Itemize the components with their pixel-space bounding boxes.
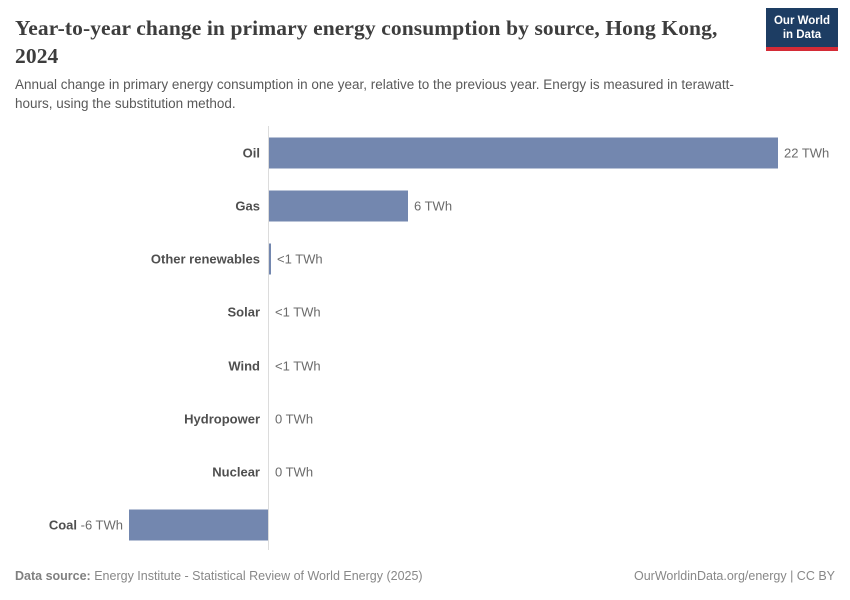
zero-axis-line <box>268 126 269 550</box>
data-source-label: Data source: <box>15 569 91 583</box>
license-credit: OurWorldinData.org/energy | CC BY <box>633 569 835 583</box>
category-label: Coal <box>48 517 77 533</box>
data-source-text: Energy Institute - Statistical Review of… <box>90 569 423 583</box>
bar <box>269 190 408 222</box>
owid-logo: Our World in Data <box>766 8 838 51</box>
category-label: Gas <box>235 198 260 214</box>
chart-footer: Data source: Energy Institute - Statisti… <box>15 569 835 583</box>
value-label: <1 TWh <box>275 358 321 374</box>
category-label: Solar <box>227 304 260 320</box>
chart-row: Nuclear 0 TWh <box>15 446 835 499</box>
value-label: 22 TWh <box>784 145 830 161</box>
category-label: Wind <box>228 358 260 374</box>
bar <box>129 509 268 541</box>
chart-row: Oil 22 TWh <box>15 126 835 179</box>
value-label: 0 TWh <box>275 411 314 427</box>
value-label: 0 TWh <box>275 464 314 480</box>
bar <box>269 243 271 275</box>
owid-logo-line2: in Data <box>782 29 822 41</box>
chart-row: Hydropower 0 TWh <box>15 392 835 445</box>
data-source-note: Data source: Energy Institute - Statisti… <box>15 569 423 583</box>
chart-area: Oil 22 TWh Gas 6 TWh Other renewables <1 TWh S… <box>15 126 835 552</box>
value-label: <1 TWh <box>277 251 323 267</box>
chart-row: Wind <1 TWh <box>15 339 835 392</box>
chart-row: Coal -6 TWh <box>15 499 835 552</box>
category-label: Oil <box>242 145 260 161</box>
chart-subtitle: Annual change in primary energy consumpt… <box>15 77 734 111</box>
chart-row: Solar <1 TWh <box>15 286 835 339</box>
value-label: 6 TWh <box>414 198 453 214</box>
category-label: Hydropower <box>184 411 260 427</box>
category-label: Nuclear <box>212 464 260 480</box>
category-label: Other renewables <box>150 251 260 267</box>
page-title: Year-to-year change in primary energy co… <box>15 16 718 68</box>
value-label: <1 TWh <box>275 304 321 320</box>
chart-row: Other renewables <1 TWh <box>15 233 835 286</box>
category-and-value-label: Coal -6 TWh <box>48 517 123 533</box>
chart-row: Gas 6 TWh <box>15 179 835 232</box>
bar <box>269 137 778 169</box>
owid-logo-line1: Our World <box>773 15 830 27</box>
